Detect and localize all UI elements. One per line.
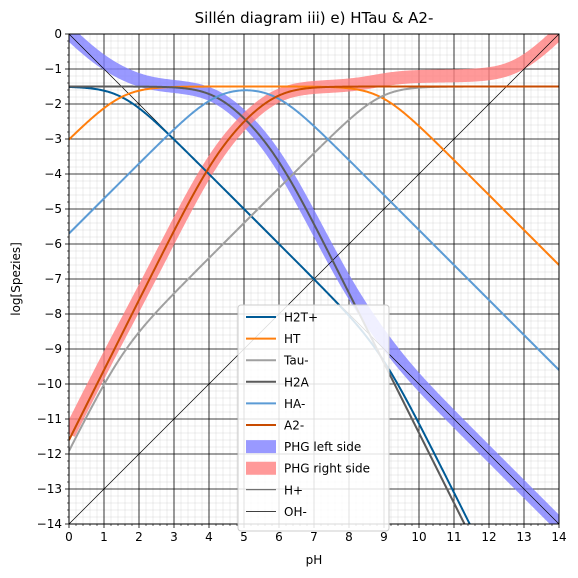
y-tick-label: −3 bbox=[44, 132, 62, 146]
y-tick-label: −13 bbox=[37, 482, 62, 496]
y-tick-label: −6 bbox=[44, 237, 62, 251]
legend-label: H+ bbox=[284, 483, 303, 497]
series-line-a2- bbox=[69, 85, 559, 441]
y-tick-label: −1 bbox=[44, 62, 62, 76]
x-tick-label: 1 bbox=[100, 530, 108, 544]
axis-ticks: 0 1 2 3 4 5 6 7 8 9 10 11 12 13 140−1−2−3−4−5−6−7−8−9−… bbox=[37, 27, 567, 544]
x-tick-label: 6 bbox=[275, 530, 283, 544]
legend-label: HA- bbox=[284, 397, 305, 411]
legend: H2T+ HT Tau- H2A HA- A2- PHG left side PHG righ… bbox=[237, 304, 390, 532]
legend-label: H2T+ bbox=[284, 311, 318, 325]
y-tick-label: −10 bbox=[37, 377, 62, 391]
series-layer bbox=[69, 34, 559, 524]
legend-label: PHG right side bbox=[284, 462, 370, 476]
chart-title: Sillén diagram iii) e) HTau & A2- bbox=[195, 9, 434, 27]
y-tick-label: −12 bbox=[37, 447, 62, 461]
x-tick-label: 14 bbox=[551, 530, 566, 544]
y-tick-label: −2 bbox=[44, 97, 62, 111]
x-tick-label: 0 bbox=[65, 530, 73, 544]
legend-label: Tau- bbox=[283, 354, 309, 368]
y-tick-label: −7 bbox=[44, 272, 62, 286]
y-axis-label: log[Spezies] bbox=[9, 242, 23, 316]
legend-label: PHG left side bbox=[284, 440, 361, 454]
x-tick-label: 8 bbox=[345, 530, 353, 544]
y-tick-label: −5 bbox=[44, 202, 62, 216]
series-line-ha- bbox=[69, 89, 559, 371]
legend-label: H2A bbox=[284, 375, 310, 389]
y-tick-label: −4 bbox=[44, 167, 62, 181]
legend-label: HT bbox=[284, 332, 301, 346]
y-tick-label: −14 bbox=[37, 517, 62, 531]
x-tick-label: 10 bbox=[411, 530, 426, 544]
y-tick-label: −11 bbox=[37, 412, 62, 426]
legend-label: OH- bbox=[284, 505, 307, 519]
x-tick-label: 4 bbox=[205, 530, 213, 544]
x-tick-label: 13 bbox=[516, 530, 531, 544]
y-tick-label: −8 bbox=[44, 307, 62, 321]
x-tick-label: 3 bbox=[170, 530, 178, 544]
y-tick-label: −9 bbox=[44, 342, 62, 356]
series-line-h2a bbox=[69, 85, 466, 524]
x-tick-label: 7 bbox=[310, 530, 318, 544]
x-tick-label: 9 bbox=[380, 530, 388, 544]
series-line-h2t- bbox=[69, 85, 471, 524]
legend-label: A2- bbox=[284, 419, 304, 433]
y-tick-label: 0 bbox=[54, 27, 62, 41]
x-tick-label: 2 bbox=[135, 530, 143, 544]
x-tick-label: 5 bbox=[240, 530, 248, 544]
x-axis-label: pH bbox=[306, 553, 323, 567]
x-tick-label: 11 bbox=[446, 530, 461, 544]
x-tick-label: 12 bbox=[481, 530, 496, 544]
